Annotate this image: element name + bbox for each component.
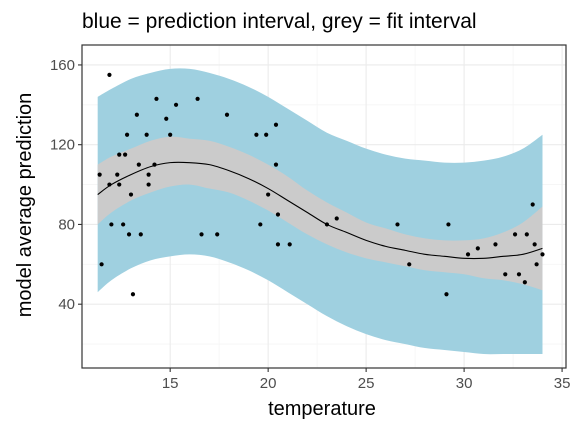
data-point (127, 232, 131, 236)
data-point (152, 163, 156, 167)
data-point (274, 123, 278, 127)
data-point (476, 246, 480, 250)
data-point (288, 242, 292, 246)
data-point (274, 163, 278, 167)
data-point (199, 232, 203, 236)
data-point (395, 222, 399, 226)
data-point (117, 153, 121, 157)
data-point (535, 262, 539, 266)
y-tick-label: 160 (50, 57, 75, 74)
data-point (125, 133, 129, 137)
data-point (147, 173, 151, 177)
data-point (503, 272, 507, 276)
data-point (335, 216, 339, 220)
x-tick-label: 30 (456, 375, 473, 392)
data-point (129, 192, 133, 196)
data-point (493, 242, 497, 246)
data-point (100, 262, 104, 266)
data-point (523, 280, 527, 284)
x-axis-title: temperature (268, 398, 376, 420)
data-point (147, 182, 151, 186)
data-point (154, 97, 158, 101)
data-point (325, 222, 329, 226)
data-point (117, 182, 121, 186)
x-tick-label: 20 (260, 375, 277, 392)
data-point (121, 222, 125, 226)
data-point (98, 173, 102, 177)
data-point (466, 252, 470, 256)
data-point (540, 252, 544, 256)
y-tick-label: 120 (50, 137, 75, 154)
data-point (264, 133, 268, 137)
y-tick-label: 40 (58, 296, 75, 313)
x-tick-label: 15 (162, 375, 179, 392)
data-point (446, 222, 450, 226)
data-point (258, 222, 262, 226)
data-point (123, 153, 127, 157)
data-point (266, 192, 270, 196)
data-point (135, 113, 139, 117)
x-tick-label: 35 (554, 375, 571, 392)
data-point (196, 97, 200, 101)
data-point (533, 242, 537, 246)
data-point (115, 173, 119, 177)
data-point (139, 232, 143, 236)
data-point (107, 182, 111, 186)
data-point (174, 103, 178, 107)
data-point (531, 202, 535, 206)
data-point (254, 133, 258, 137)
data-point (276, 242, 280, 246)
x-tick-label: 25 (358, 375, 375, 392)
data-point (145, 133, 149, 137)
data-point (517, 272, 521, 276)
data-point (513, 232, 517, 236)
data-point (407, 262, 411, 266)
data-point (444, 292, 448, 296)
y-axis-title: model average prediction (14, 93, 36, 318)
data-point (225, 113, 229, 117)
data-point (168, 133, 172, 137)
y-tick-label: 80 (58, 216, 75, 233)
data-point (137, 163, 141, 167)
data-point (276, 212, 280, 216)
data-point (109, 222, 113, 226)
data-point (164, 117, 168, 121)
data-point (107, 73, 111, 77)
data-point (525, 232, 529, 236)
data-point (215, 232, 219, 236)
data-point (131, 292, 135, 296)
